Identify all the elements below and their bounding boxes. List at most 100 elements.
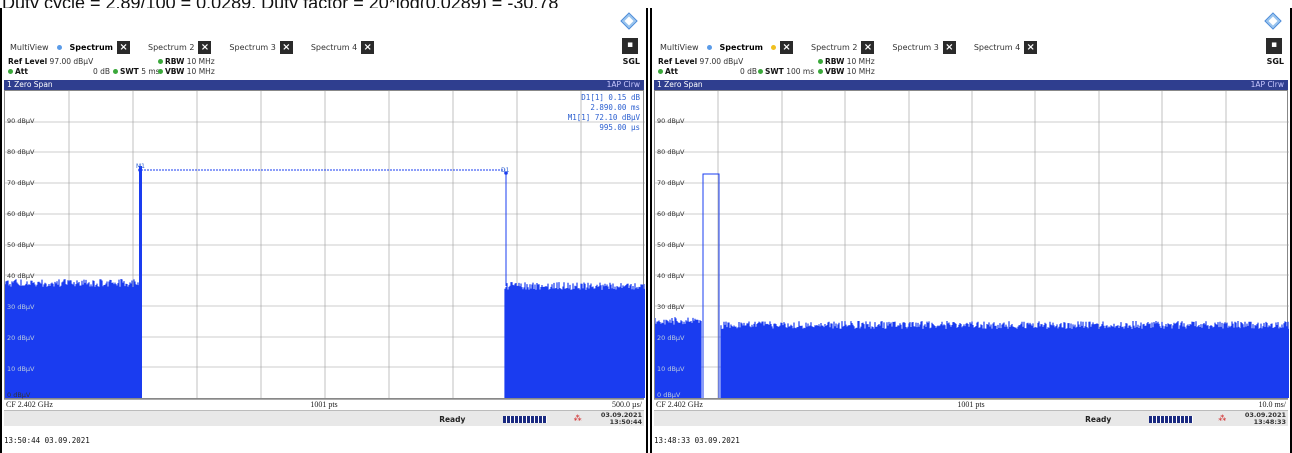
- progress-bar: [503, 416, 548, 423]
- rohde-schwarz-logo-icon: [1264, 12, 1282, 30]
- status-dot-icon: [818, 69, 823, 74]
- time-per-div: 500.0 µs/: [612, 400, 642, 409]
- marker-d1-point: [504, 171, 508, 175]
- trace-svg: [655, 91, 1289, 398]
- y-axis-label: 0 dBµV: [657, 391, 681, 399]
- y-axis-label: 10 dBµV: [7, 365, 35, 373]
- tab-multiview[interactable]: MultiView: [660, 42, 699, 52]
- ref-level-value: 97.00 dBµV: [699, 57, 744, 66]
- swt-label: SWT: [765, 67, 784, 76]
- ref-level-value: 97.00 dBµV: [49, 57, 94, 66]
- marker-label: D1[1]: [581, 93, 604, 102]
- trace-plot[interactable]: 90 dBµV 80 dBµV 70 dBµV 60 dBµV 50 dBµV …: [654, 90, 1289, 399]
- tab-bar: MultiView Spectrum × Spectrum 2 × Spectr…: [6, 38, 642, 56]
- warning-icon: ⁂: [573, 414, 582, 423]
- marker-d1-label: D1: [501, 167, 510, 174]
- plot-footer: CF 2.402 GHz 1001 pts 500.0 µs/: [4, 399, 644, 409]
- sgl-indicator: SGL: [1266, 57, 1284, 66]
- rbw-label: RBW: [825, 57, 845, 66]
- close-icon[interactable]: ×: [942, 40, 956, 54]
- att-label: Att: [15, 67, 28, 76]
- status-dot-icon: [758, 69, 763, 74]
- marker-m1-point: [138, 168, 142, 172]
- y-axis-label: 50 dBµV: [657, 241, 685, 249]
- close-icon[interactable]: ×: [780, 40, 794, 54]
- trace-plot[interactable]: 90 dBµV 80 dBµV 70 dBµV 60 dBµV 50 dBµV …: [4, 90, 645, 399]
- marker-readout: D1[1] 0.15 dB 2.890.00 ms M1[1] 72.10 dB…: [568, 93, 640, 133]
- spectrum-window-left: MultiView Spectrum × Spectrum 2 × Spectr…: [0, 8, 648, 453]
- close-icon[interactable]: ×: [117, 40, 131, 54]
- y-axis-label: 60 dBµV: [657, 210, 685, 218]
- att-value: 0 dB: [93, 67, 111, 76]
- rbw-value: 10 MHz: [846, 57, 875, 66]
- marker-m1-label: M1: [136, 163, 145, 170]
- points-count: 1001 pts: [310, 400, 338, 409]
- spectrum-window-right: MultiView Spectrum × Spectrum 2 × Spectr…: [650, 8, 1292, 453]
- settings-info: Ref Level 97.00 dBµV RBW 10 MHz SGL Att …: [658, 57, 1286, 79]
- y-axis-label: 40 dBµV: [657, 272, 685, 280]
- span-title: 1 Zero Span: [7, 80, 53, 89]
- close-icon[interactable]: ×: [1024, 40, 1038, 54]
- status-dot-icon: [113, 69, 118, 74]
- close-icon[interactable]: ×: [861, 40, 875, 54]
- tab-spectrum-4[interactable]: Spectrum 4: [310, 42, 358, 52]
- zero-span-header: 1 Zero Span 1AP Clrw: [654, 80, 1288, 90]
- multiview-dot-icon: [56, 44, 62, 50]
- tab-spectrum[interactable]: Spectrum: [719, 42, 764, 52]
- y-axis-label: 90 dBµV: [7, 117, 35, 125]
- y-axis-label: 30 dBµV: [7, 303, 35, 311]
- status-datetime: 03.09.2021 13:48:33: [1245, 412, 1286, 426]
- menu-button[interactable]: ▪: [622, 38, 638, 54]
- tab-multiview[interactable]: MultiView: [10, 42, 49, 52]
- tab-spectrum-2[interactable]: Spectrum 2: [811, 42, 858, 52]
- status-time: 13:48:33: [1253, 418, 1286, 426]
- vbw-value: 10 MHz: [846, 67, 875, 76]
- status-bar: Ready ⁂ 03.09.2021 13:50:44: [4, 410, 644, 426]
- status-dot-icon: [658, 69, 663, 74]
- att-label: Att: [665, 67, 678, 76]
- tab-spectrum-4[interactable]: Spectrum 4: [973, 42, 1021, 52]
- tab-spectrum[interactable]: Spectrum: [69, 42, 114, 52]
- center-frequency: CF 2.402 GHz: [6, 400, 53, 409]
- close-icon[interactable]: ×: [198, 40, 212, 54]
- att-value: 0 dB: [740, 67, 758, 76]
- y-axis-label: 70 dBµV: [7, 179, 35, 187]
- burst-outline: [702, 173, 720, 398]
- vbw-value: 10 MHz: [186, 67, 215, 76]
- y-axis-label: 30 dBµV: [657, 303, 685, 311]
- warning-icon: ⁂: [1218, 414, 1227, 423]
- status-date: 03.09.2021: [1244, 411, 1286, 419]
- tab-spectrum-3[interactable]: Spectrum 3: [892, 42, 939, 52]
- marker-value: 2.890.00 ms: [590, 103, 640, 112]
- marker-label: M1[1]: [567, 113, 591, 122]
- settings-info: Ref Level 97.00 dBµV RBW 10 MHz SGL Att …: [8, 57, 642, 79]
- menu-button[interactable]: ▪: [1266, 38, 1282, 54]
- time-per-div: 10.0 ms/: [1258, 400, 1286, 409]
- status-dot-icon: [158, 59, 163, 64]
- tab-spectrum-2[interactable]: Spectrum 2: [148, 42, 195, 52]
- y-axis-label: 90 dBµV: [657, 117, 685, 125]
- timestamp: 13:50:44 03.09.2021: [4, 436, 90, 445]
- y-axis-label: 20 dBµV: [7, 334, 35, 342]
- y-axis-label: 50 dBµV: [7, 241, 35, 249]
- marker-value: 995.00 µs: [599, 123, 640, 132]
- status-datetime: 03.09.2021 13:50:44: [601, 412, 642, 426]
- close-icon[interactable]: ×: [361, 40, 375, 54]
- noise-trace: [655, 317, 702, 398]
- points-count: 1001 pts: [957, 400, 985, 409]
- tab-spectrum-3[interactable]: Spectrum 3: [229, 42, 276, 52]
- status-time: 13:50:44: [609, 418, 642, 426]
- y-axis-label: 80 dBµV: [7, 148, 35, 156]
- ready-status: Ready: [439, 415, 466, 424]
- span-title: 1 Zero Span: [657, 80, 703, 89]
- status-date: 03.09.2021: [600, 411, 642, 419]
- marker-value: 72.10 dBµV: [594, 113, 640, 122]
- rbw-label: RBW: [165, 57, 185, 66]
- ready-status: Ready: [1085, 415, 1112, 424]
- close-icon[interactable]: ×: [279, 40, 293, 54]
- marker-value: 0.15 dB: [608, 93, 640, 102]
- tab-bar: MultiView Spectrum × Spectrum 2 × Spectr…: [656, 38, 1286, 56]
- trace-mode: 1AP Clrw: [606, 80, 640, 89]
- noise-trace: [720, 321, 1289, 398]
- ref-level-label: Ref Level: [658, 57, 698, 66]
